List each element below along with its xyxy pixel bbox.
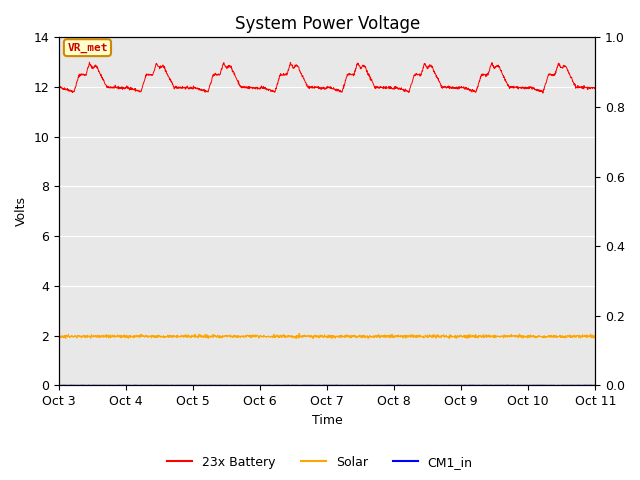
23x Battery <box>539 90 547 96</box>
CM1_in <box>577 383 584 388</box>
Solar <box>61 336 69 341</box>
23x Battery <box>83 70 90 76</box>
23x Battery <box>302 80 310 85</box>
Solar <box>295 331 303 336</box>
CM1_in <box>576 383 584 388</box>
CM1_in <box>55 383 63 388</box>
23x Battery <box>577 84 584 90</box>
Solar <box>577 335 584 341</box>
Solar <box>478 334 486 340</box>
23x Battery <box>477 72 485 78</box>
Solar <box>576 334 584 340</box>
CM1_in <box>302 382 310 388</box>
CM1_in <box>323 382 330 388</box>
CM1_in <box>264 383 272 388</box>
Y-axis label: Volts: Volts <box>15 196 28 227</box>
23x Battery <box>55 84 63 90</box>
Line: Solar: Solar <box>59 334 595 338</box>
23x Battery <box>576 84 584 90</box>
Solar <box>55 334 63 340</box>
Text: VR_met: VR_met <box>67 43 108 53</box>
CM1_in <box>316 383 324 388</box>
X-axis label: Time: Time <box>312 414 342 427</box>
Solar <box>317 333 324 338</box>
CM1_in <box>591 383 599 388</box>
23x Battery <box>316 85 324 91</box>
Title: System Power Voltage: System Power Voltage <box>235 15 420 33</box>
Solar <box>302 333 310 339</box>
Line: 23x Battery: 23x Battery <box>59 62 595 93</box>
Solar <box>591 333 599 339</box>
23x Battery <box>591 84 599 90</box>
23x Battery <box>86 59 93 65</box>
Legend: 23x Battery, Solar, CM1_in: 23x Battery, Solar, CM1_in <box>163 451 477 474</box>
CM1_in <box>478 383 486 388</box>
Solar <box>83 333 91 338</box>
CM1_in <box>83 383 90 388</box>
